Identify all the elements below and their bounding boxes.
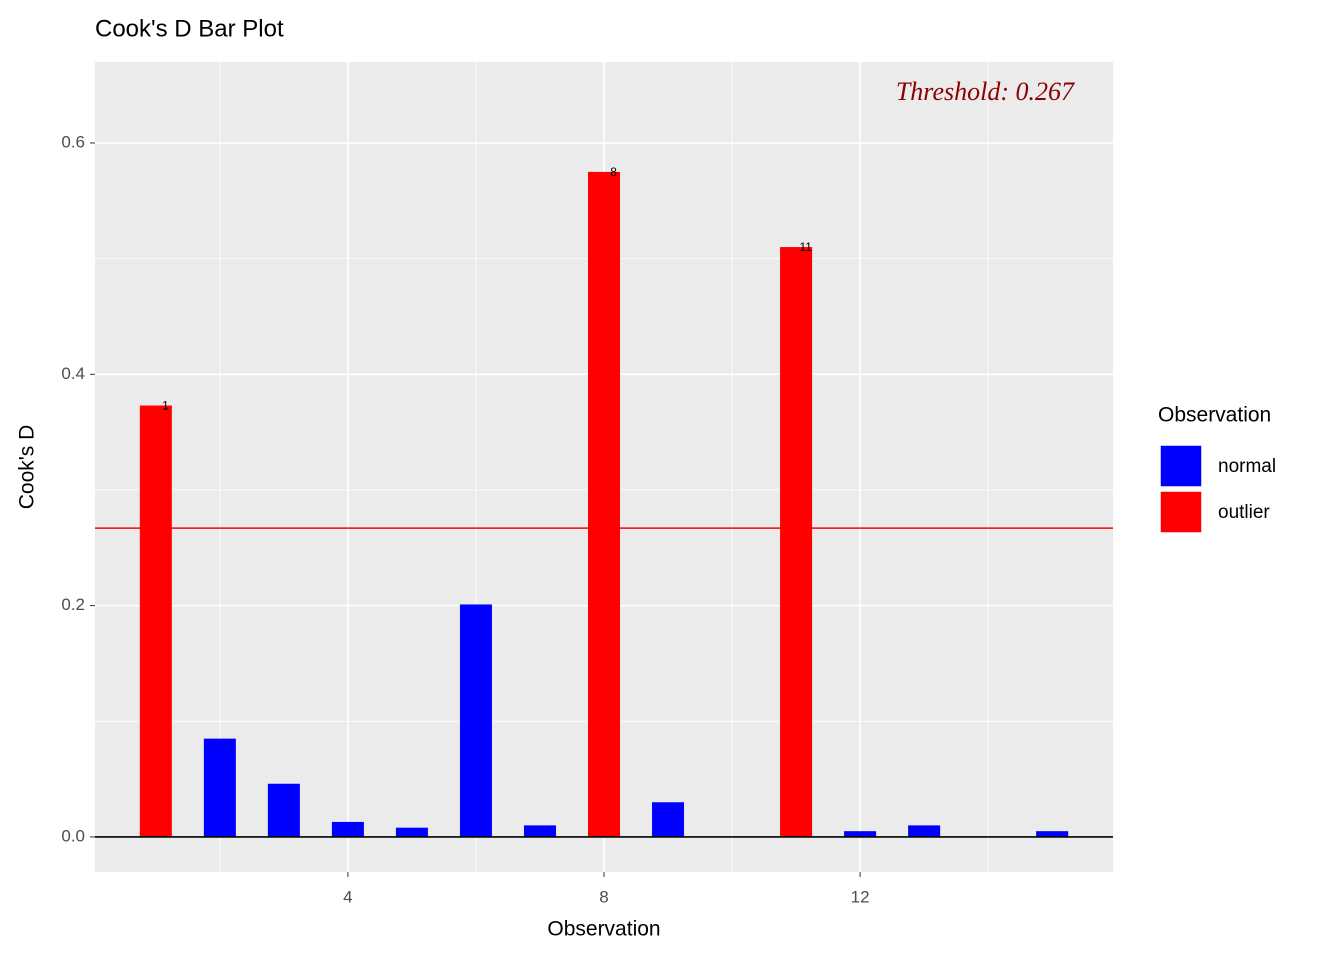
- legend-label: normal: [1218, 456, 1276, 477]
- legend-title: Observation: [1158, 404, 1271, 427]
- legend-key: [1159, 490, 1203, 534]
- bar: [1036, 831, 1069, 837]
- bar: [395, 827, 428, 837]
- legend-key: [1159, 444, 1203, 488]
- x-tick-label: 4: [343, 887, 352, 906]
- bar: [780, 247, 813, 837]
- x-axis-title: Observation: [547, 918, 660, 941]
- marks: [139, 171, 1069, 837]
- bar: [203, 738, 236, 837]
- x-tick-label: 8: [599, 887, 608, 906]
- threshold-label: Threshold: 0.267: [896, 77, 1075, 106]
- bar: [459, 604, 492, 837]
- bar: [652, 802, 685, 837]
- legend-label: outlier: [1218, 502, 1270, 523]
- bar: [908, 825, 941, 837]
- y-tick-label: 0.4: [61, 364, 85, 383]
- bar: [844, 831, 877, 837]
- bar: [139, 405, 172, 837]
- y-axis-title: Cook's D: [16, 425, 39, 510]
- y-tick-label: 0.2: [61, 595, 85, 614]
- y-tick-label: 0.0: [61, 826, 85, 845]
- bar: [331, 821, 364, 837]
- bar-label: 1: [162, 399, 169, 413]
- x-tick-label: 12: [851, 887, 870, 906]
- chart-title: Cook's D Bar Plot: [95, 15, 284, 42]
- y-tick-label: 0.6: [61, 132, 85, 151]
- bar-label: 11: [799, 240, 812, 254]
- bar: [267, 783, 300, 837]
- bar-label: 8: [610, 165, 617, 179]
- bar: [523, 825, 556, 837]
- bar: [587, 171, 621, 837]
